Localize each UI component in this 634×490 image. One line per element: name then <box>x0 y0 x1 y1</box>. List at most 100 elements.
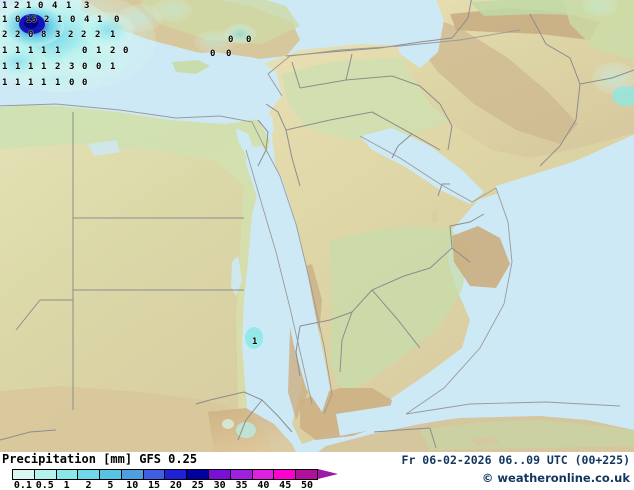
legend-title: Precipitation [mm] GFS 0.25 <box>2 452 198 466</box>
precip-value: 0 <box>69 78 75 88</box>
precip-value: 1 <box>97 15 103 25</box>
precip-value: 0 <box>226 49 232 59</box>
scale-tick-10: 10 <box>126 480 139 490</box>
color-scale <box>12 469 318 480</box>
scale-tick-50: 50 <box>301 480 314 490</box>
sea-caspian <box>392 0 444 68</box>
color-swatch-30 <box>209 470 231 479</box>
color-swatch-2 <box>78 470 101 479</box>
precip-value: 1 <box>2 1 8 11</box>
precip-value: 2 <box>95 30 101 40</box>
color-swatch-0.1 <box>13 470 35 479</box>
precip-value: 0 <box>15 15 21 25</box>
color-swatch-45 <box>274 470 297 479</box>
precip-value: 4 <box>52 1 58 11</box>
precip-value: 0 <box>114 15 120 25</box>
island-bahrain <box>432 210 438 223</box>
coastlines <box>0 29 621 415</box>
map-graphics <box>0 0 634 452</box>
scale-tick-2: 2 <box>85 480 92 490</box>
precip-value: 1 <box>41 62 47 72</box>
precip-value: 1 <box>26 1 32 11</box>
precip-value: 1 <box>15 78 21 88</box>
precip-value: 2 <box>110 46 116 56</box>
landmass-elburz <box>450 8 600 40</box>
precip-value: 1 <box>110 30 116 40</box>
precip-value: 1 <box>110 62 116 72</box>
precip-value: 0 <box>246 35 252 45</box>
landmass-sahara-interior <box>0 144 244 452</box>
precip-value: 0 <box>82 78 88 88</box>
copyright-credit: © weatheronline.co.uk <box>481 471 630 485</box>
scale-tick-0.5: 0.5 <box>35 480 54 490</box>
island-cyprus <box>172 60 210 74</box>
precip-value: 3 <box>55 30 61 40</box>
color-swatch-1 <box>56 470 79 479</box>
precip-value: 0 <box>70 15 76 25</box>
color-scale-ticks: 0.1 0.5 1 2 5 10 15 20 25 30 35 40 45 50 <box>0 480 340 490</box>
color-swatch-50 <box>296 470 317 479</box>
precip-value: 3 <box>84 1 90 11</box>
precip-value: 0 <box>210 49 216 59</box>
sea-black-sea <box>323 0 390 10</box>
precip-value: 1 <box>15 62 21 72</box>
color-swatch-0.5 <box>34 470 57 479</box>
precip-value: 4 <box>84 15 90 25</box>
color-swatch-35 <box>230 470 253 479</box>
precip-value: 0 <box>82 46 88 56</box>
color-swatch-20 <box>165 470 188 479</box>
precip-value: 1 <box>28 62 34 72</box>
legend-bar: Precipitation [mm] GFS 0.25 0.1 0.5 1 2 5 10 1… <box>0 452 634 490</box>
forecast-timestamp: Fr 06-02-2026 06..09 UTC (00+225) <box>401 453 630 467</box>
precip-value: 0 <box>123 46 129 56</box>
scale-tick-35: 35 <box>235 480 248 490</box>
precip-value: 3 <box>69 62 75 72</box>
precip-value: 1 <box>2 62 8 72</box>
sea-red-sea <box>246 146 330 412</box>
precip-value: 2 <box>44 15 50 25</box>
lake-nasser <box>231 256 242 296</box>
color-swatch-40 <box>252 470 275 479</box>
precip-value: 1 <box>252 337 258 347</box>
weather-map[interactable]: 1 2 1 0 4 1 3 1 0 15 2 1 0 4 1 0 2 2 0 8 3 2 2 2 1 1 1 1 1 1 0 1 2 0 1 1 1 1 2… <box>0 0 634 452</box>
landmass-zagros <box>412 10 578 144</box>
scale-tick-1: 1 <box>63 480 70 490</box>
precip-value: 1 <box>15 46 21 56</box>
sea-arabian <box>412 142 634 430</box>
precip-value: 0 <box>96 62 102 72</box>
precip-value: 2 <box>15 30 21 40</box>
color-swatch-5 <box>100 470 122 479</box>
precip-value: 2 <box>14 1 20 11</box>
scale-tick-0.1: 0.1 <box>13 480 32 490</box>
precip-value: 0 <box>228 35 234 45</box>
precip-value: 1 <box>2 78 8 88</box>
precip-value: 2 <box>81 30 87 40</box>
sea-gulf-of-suez <box>236 128 258 160</box>
precip-value: 8 <box>41 30 47 40</box>
precip-value: 1 <box>55 78 61 88</box>
precipitation-value-grid: 1 2 1 0 4 1 3 1 0 15 2 1 0 4 1 0 2 2 0 8 3 2 2 2 1 1 1 1 1 1 0 1 2 0 1 1 1 1 2… <box>2 1 258 347</box>
color-swatch-25 <box>187 470 210 479</box>
landmass-oman-hajar <box>452 226 510 288</box>
precip-value: 2 <box>68 30 74 40</box>
color-scale-overflow-arrow <box>318 469 338 479</box>
landmass-arabia-green-south <box>330 226 470 392</box>
precip-value: 1 <box>28 46 34 56</box>
precip-value: 1 <box>41 78 47 88</box>
precip-value: 1 <box>57 15 63 25</box>
precip-value: 0 <box>82 62 88 72</box>
precip-value: 15 <box>26 15 37 25</box>
precip-value: 1 <box>66 1 72 11</box>
precip-value: 1 <box>2 15 8 25</box>
scale-tick-40: 40 <box>257 480 270 490</box>
scale-tick-15: 15 <box>148 480 161 490</box>
precip-value: 0 <box>28 30 34 40</box>
landmass-sudan-ethiopia <box>0 386 272 452</box>
precip-value: 2 <box>2 30 8 40</box>
precip-value: 1 <box>96 46 102 56</box>
precip-value: 0 <box>38 1 44 11</box>
precip-value: 1 <box>55 46 61 56</box>
scale-tick-30: 30 <box>213 480 226 490</box>
scale-tick-20: 20 <box>169 480 182 490</box>
